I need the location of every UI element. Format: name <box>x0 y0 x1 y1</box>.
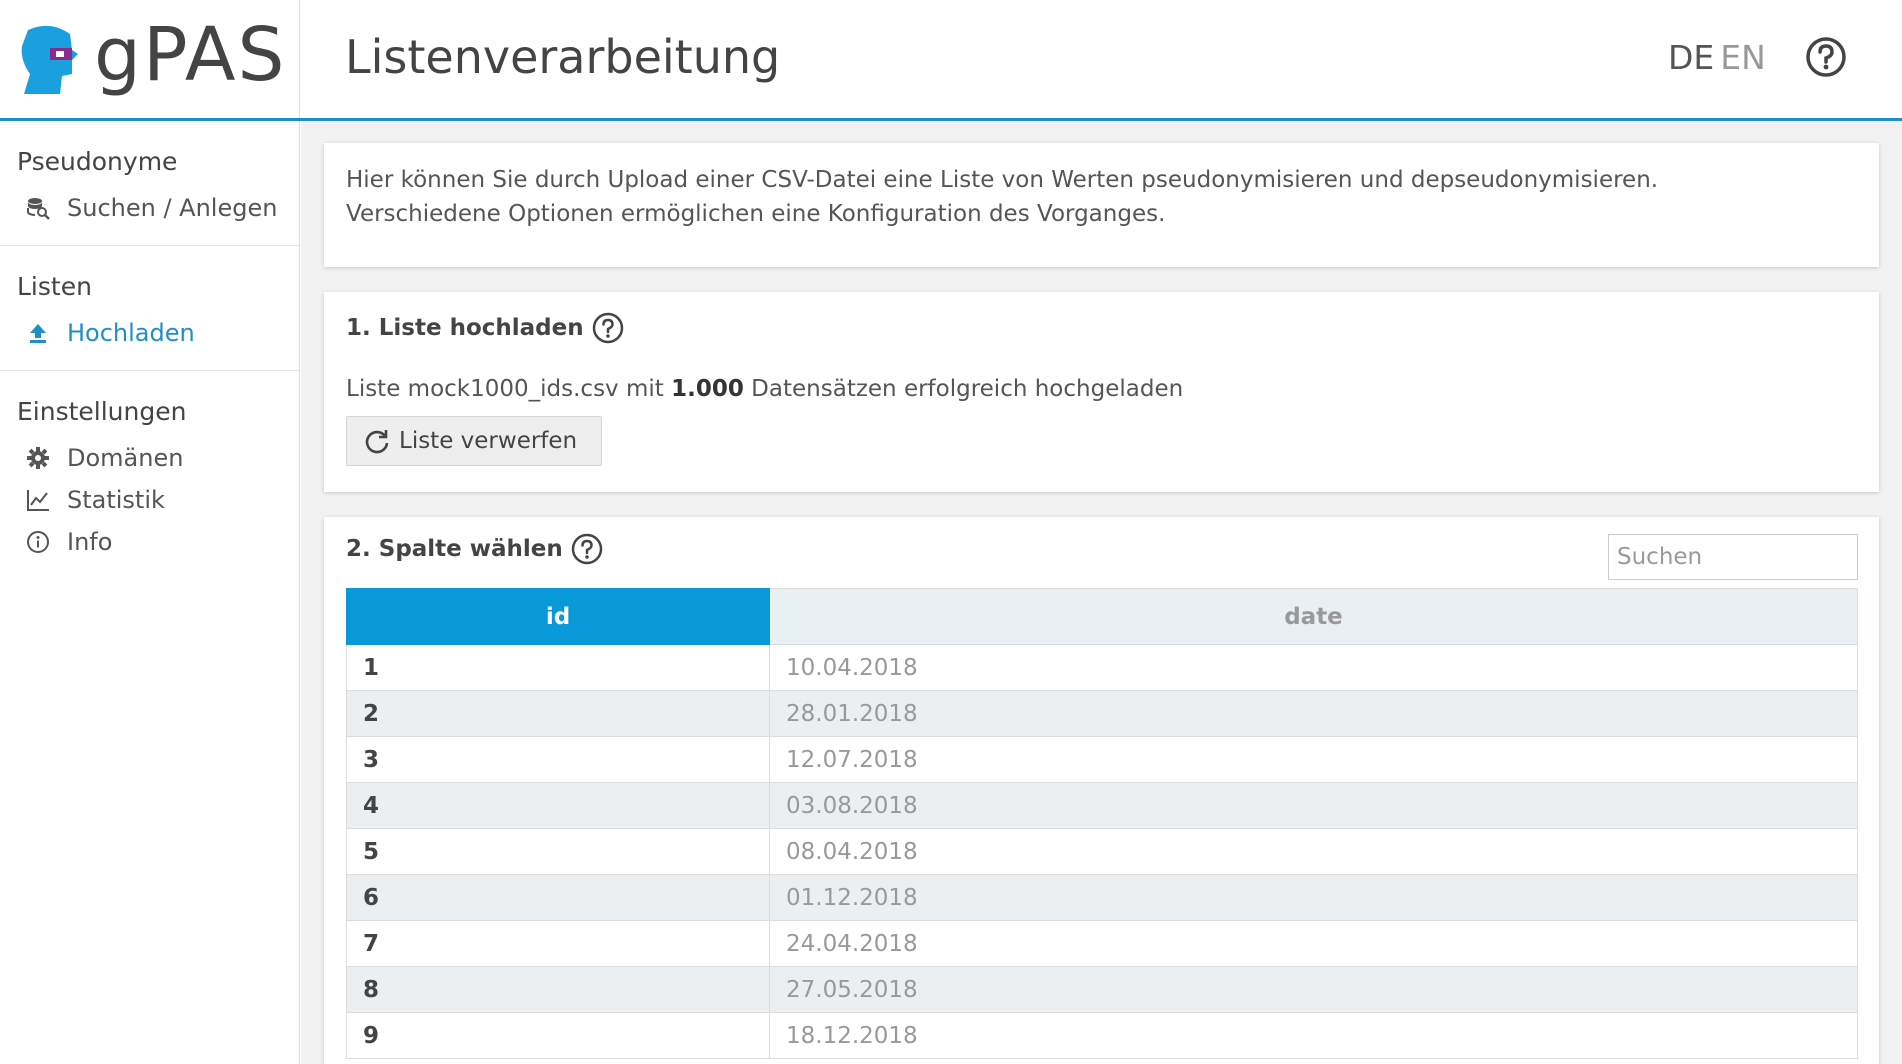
table-row[interactable]: 7 24.04.2018 <box>346 920 1858 967</box>
cell-id: 7 <box>346 920 770 967</box>
search-database-icon <box>25 195 51 221</box>
gear-icon <box>25 445 51 471</box>
sidebar-item-label: Suchen / Anlegen <box>67 194 278 222</box>
cell-id: 2 <box>346 690 770 737</box>
sidebar-heading: Listen <box>17 272 92 301</box>
upload-status: Liste mock1000_ids.csv mit 1.000 Datensä… <box>346 376 1857 402</box>
status-prefix: Liste mock1000_ids.csv mit <box>346 376 672 402</box>
logo-area: gPAS <box>0 0 300 118</box>
column-header-date[interactable]: date <box>769 588 1858 645</box>
column-header-id[interactable]: id <box>346 588 770 645</box>
lang-en-link[interactable]: EN <box>1720 38 1766 77</box>
table-search-input[interactable] <box>1608 534 1858 580</box>
table-row[interactable]: 5 08.04.2018 <box>346 828 1858 875</box>
cell-id: 5 <box>346 828 770 875</box>
help-icon[interactable] <box>571 533 603 565</box>
upload-title-text: 1. Liste hochladen <box>346 315 584 341</box>
sidebar-item-domaenen[interactable]: Domänen <box>17 437 299 479</box>
table-row[interactable]: 1 10.04.2018 <box>346 644 1858 691</box>
status-suffix: Datensätzen erfolgreich hochgeladen <box>743 376 1184 402</box>
cell-date: 03.08.2018 <box>769 782 1858 829</box>
upload-panel: 1. Liste hochladen Liste mock1000_ids.cs… <box>324 292 1879 492</box>
sidebar-item-suchen-anlegen[interactable]: Suchen / Anlegen <box>17 187 299 229</box>
sidebar-heading: Pseudonyme <box>17 147 178 176</box>
discard-list-button[interactable]: Liste verwerfen <box>346 416 603 466</box>
help-icon[interactable] <box>1805 36 1847 78</box>
cell-id: 9 <box>346 1012 770 1059</box>
cell-id: 6 <box>346 874 770 921</box>
table-row[interactable]: 2 28.01.2018 <box>346 690 1858 737</box>
intro-panel: Hier können Sie durch Upload einer CSV-D… <box>324 143 1879 267</box>
cell-id: 8 <box>346 966 770 1013</box>
cell-id: 3 <box>346 736 770 783</box>
cell-date: 01.12.2018 <box>769 874 1858 921</box>
lang-de-link[interactable]: DE <box>1668 38 1715 77</box>
sidebar-item-label: Info <box>67 528 113 556</box>
refresh-icon <box>365 430 389 454</box>
table-row[interactable]: 9 18.12.2018 <box>346 1012 1858 1059</box>
main-content: Hier können Sie durch Upload einer CSV-D… <box>301 121 1902 1064</box>
gpas-logo-icon <box>21 25 78 94</box>
sidebar-item-statistik[interactable]: Statistik <box>17 479 299 521</box>
sidebar-heading: Einstellungen <box>17 397 187 426</box>
sidebar: Pseudonyme Suchen / Anlegen Listen Hochl… <box>0 121 300 1064</box>
column-title-text: 2. Spalte wählen <box>346 536 563 562</box>
table-row[interactable]: 8 27.05.2018 <box>346 966 1858 1013</box>
sidebar-section-einstellungen: Einstellungen Domänen Statistik Info <box>0 371 299 579</box>
sidebar-item-label: Statistik <box>67 486 165 514</box>
cell-date: 12.07.2018 <box>769 736 1858 783</box>
table-row[interactable]: 3 12.07.2018 <box>346 736 1858 783</box>
info-icon <box>25 529 51 555</box>
app-name: gPAS <box>94 12 287 98</box>
cell-date: 10.04.2018 <box>769 644 1858 691</box>
language-switcher: DE EN <box>1668 38 1766 78</box>
upload-panel-title: 1. Liste hochladen <box>346 312 1857 344</box>
cell-date: 08.04.2018 <box>769 828 1858 875</box>
intro-text-line1: Hier können Sie durch Upload einer CSV-D… <box>346 167 1659 193</box>
sidebar-item-label: Hochladen <box>67 319 195 347</box>
cell-date: 27.05.2018 <box>769 966 1858 1013</box>
table-row[interactable]: 4 03.08.2018 <box>346 782 1858 829</box>
table-row[interactable]: 6 01.12.2018 <box>346 874 1858 921</box>
sidebar-section-pseudonyme: Pseudonyme Suchen / Anlegen <box>0 121 299 246</box>
top-header: gPAS Listenverarbeitung DE EN <box>0 0 1902 121</box>
cell-date: 24.04.2018 <box>769 920 1858 967</box>
upload-icon <box>25 320 51 346</box>
table-body: 1 10.04.2018 2 28.01.2018 3 12.07.2018 4 03.08.… <box>346 644 1858 1059</box>
column-panel-title: 2. Spalte wählen <box>346 533 603 565</box>
sidebar-item-label: Domänen <box>67 444 184 472</box>
sidebar-item-hochladen[interactable]: Hochladen <box>17 312 299 354</box>
cell-date: 28.01.2018 <box>769 690 1858 737</box>
sidebar-section-listen: Listen Hochladen <box>0 246 299 371</box>
cell-date: 18.12.2018 <box>769 1012 1858 1059</box>
data-table: id date 1 10.04.2018 2 28.01.2018 3 12.07.201… <box>346 588 1858 1059</box>
status-count: 1.000 <box>671 376 744 402</box>
sidebar-item-info[interactable]: Info <box>17 521 299 563</box>
intro-text-line2: Verschiedene Optionen ermöglichen eine K… <box>346 201 1166 227</box>
page-title: Listenverarbeitung <box>345 30 781 84</box>
cell-id: 4 <box>346 782 770 829</box>
table-header-row: id date <box>346 588 1858 645</box>
help-icon[interactable] <box>592 312 624 344</box>
chart-line-icon <box>25 487 51 513</box>
cell-id: 1 <box>346 644 770 691</box>
column-select-panel: 2. Spalte wählen id date 110.04.2018228.… <box>324 517 1879 1064</box>
discard-button-label: Liste verwerfen <box>399 428 578 454</box>
